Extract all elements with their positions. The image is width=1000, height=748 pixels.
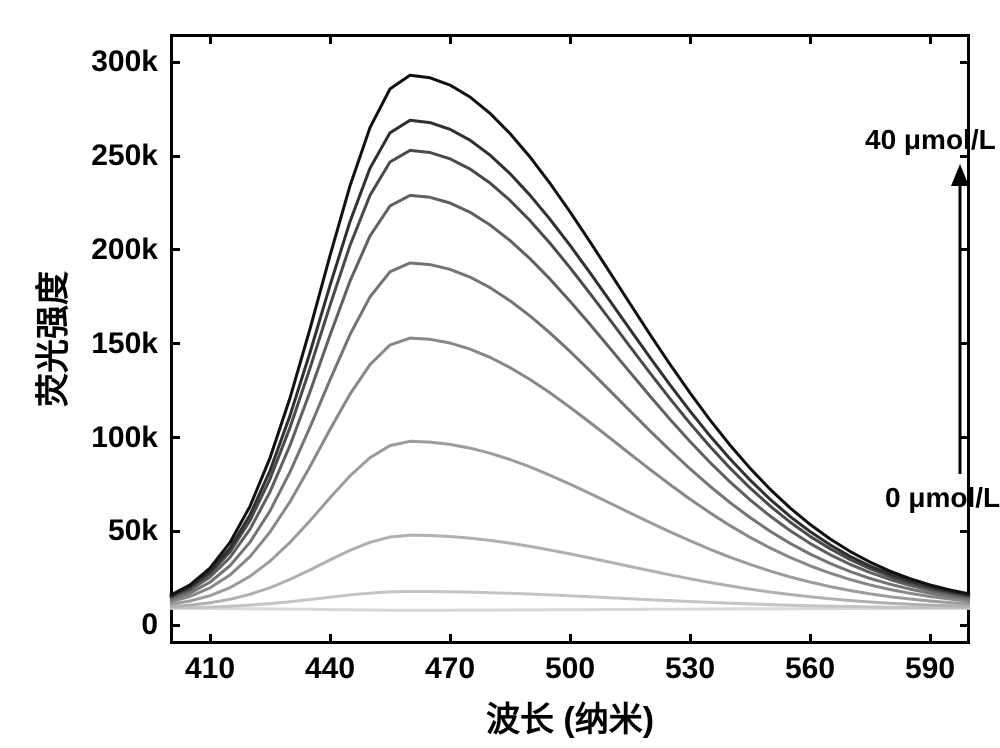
y-tick [960,530,970,533]
x-tick [929,34,932,44]
annotation-top-concentration: 40 μmol/L [865,124,996,156]
y-tick-label: 200k [91,233,158,267]
x-tick [689,34,692,44]
direction-arrow [170,34,970,644]
y-tick [170,530,180,533]
y-tick [170,436,180,439]
x-tick-label: 410 [185,652,235,686]
y-tick-label: 250k [91,139,158,173]
annotation-bottom-concentration: 0 μmol/L [885,482,1000,514]
x-tick [569,34,572,44]
x-tick [329,634,332,644]
y-tick [960,342,970,345]
y-tick-label: 300k [91,45,158,79]
y-tick-label: 100k [91,421,158,455]
x-axis-label: 波长 (纳米) [486,692,654,741]
x-tick-label: 590 [905,652,955,686]
x-tick [809,634,812,644]
x-tick [209,34,212,44]
y-tick [960,624,970,627]
x-tick [329,34,332,44]
y-tick [960,61,970,64]
y-tick [170,248,180,251]
y-tick [170,342,180,345]
x-tick [569,634,572,644]
y-tick-label: 0 [141,608,158,642]
y-tick [170,61,180,64]
y-tick [170,155,180,158]
y-tick [960,436,970,439]
plot-area: 40 μmol/L 0 μmol/L [170,34,970,644]
figure-container: 40 μmol/L 0 μmol/L 0 50k 100k 150k 200k 250k 3… [0,0,1000,748]
x-tick-label: 470 [425,652,475,686]
y-tick [960,248,970,251]
x-tick [449,34,452,44]
x-tick-label: 560 [785,652,835,686]
x-tick [929,634,932,644]
x-tick [209,634,212,644]
y-tick [170,624,180,627]
x-tick-label: 530 [665,652,715,686]
x-tick [449,634,452,644]
y-tick [960,155,970,158]
x-tick [809,34,812,44]
x-tick-label: 500 [545,652,595,686]
y-axis-label: 荧光强度 [26,271,75,407]
y-tick-label: 150k [91,327,158,361]
y-tick-label: 50k [108,514,158,548]
x-tick-label: 440 [305,652,355,686]
x-tick [689,634,692,644]
